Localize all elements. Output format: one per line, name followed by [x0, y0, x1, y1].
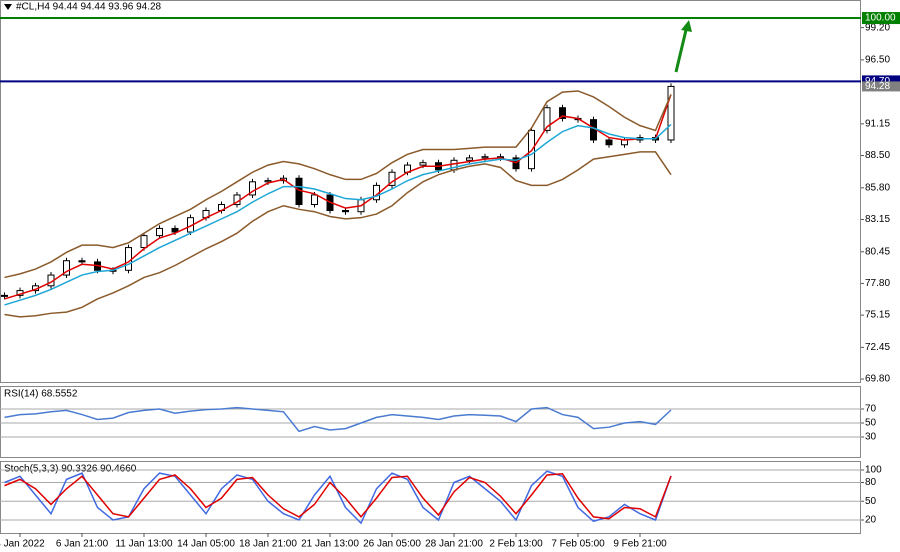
y-tick-label: 50	[865, 418, 877, 429]
y-tick-label: 77.80	[865, 278, 890, 289]
x-tick-label: 26 Jan 05:00	[363, 539, 421, 550]
x-tick-label: 2 Feb 13:00	[489, 539, 543, 550]
x-tick-label: 7 Feb 05:00	[551, 539, 605, 550]
panel-title: Stoch(5,3,3) 90.3326 90.4660	[4, 464, 137, 475]
main-panel	[0, 0, 861, 383]
y-tick-label: 96.50	[865, 55, 890, 66]
last-price-label: 94.28	[865, 81, 890, 92]
y-tick-label: 69.80	[865, 374, 890, 385]
stoch-panel	[0, 461, 861, 534]
candle	[156, 227, 163, 237]
candle	[264, 180, 272, 183]
x-tick-label: 14 Jan 05:00	[177, 539, 235, 550]
indicator-line	[4, 472, 672, 520]
y-tick-label: 70	[865, 404, 877, 415]
y-tick-label: 85.80	[865, 182, 890, 193]
y-tick-label: 80.45	[865, 246, 890, 257]
indicator-line	[4, 470, 672, 525]
y-tick-label: 72.45	[865, 342, 890, 353]
y-tick-label: 100	[865, 465, 882, 476]
panel-title: #CL,H4 94.44 94.44 93.96 94.28	[16, 2, 162, 13]
y-tick-label: 20	[865, 515, 877, 526]
candle	[559, 107, 566, 119]
x-tick-label: 21 Jan 13:00	[301, 539, 359, 550]
indicator-line	[4, 123, 672, 306]
indicator-line	[4, 406, 672, 433]
y-tick-label: 88.50	[865, 150, 890, 161]
candle	[311, 194, 318, 206]
level-label-box	[862, 12, 900, 25]
y-tick-label: 75.15	[865, 310, 890, 321]
y-tick-label: 30	[865, 432, 877, 443]
rsi-panel	[0, 386, 861, 458]
y-tick-label: 83.15	[865, 214, 890, 225]
candle	[388, 171, 396, 186]
candle	[125, 247, 132, 271]
panel-title: RSI(14) 68.5552	[4, 389, 78, 400]
candle	[605, 139, 613, 146]
menu-triangle	[4, 4, 12, 10]
indicator-line	[4, 151, 672, 318]
indicator-line	[4, 94, 672, 300]
candle	[63, 260, 70, 276]
level-label: 100.00	[865, 13, 896, 24]
x-tick-label: 28 Jan 21:00	[425, 539, 483, 550]
candle	[667, 85, 675, 141]
last-price-box	[862, 81, 900, 92]
candle	[171, 227, 179, 233]
candle	[466, 157, 473, 161]
y-tick-label: 80	[865, 477, 877, 488]
y-tick-label: 50	[865, 496, 877, 507]
candle	[481, 156, 489, 159]
candle	[1, 294, 8, 297]
candle	[342, 210, 349, 213]
x-tick-label: 4 Jan 2022	[0, 539, 45, 550]
x-tick-label: 11 Jan 13:00	[115, 539, 173, 550]
indicator-line	[4, 90, 672, 279]
candle	[543, 107, 551, 131]
candle	[419, 162, 427, 166]
x-tick-label: 18 Jan 21:00	[239, 539, 297, 550]
arrow-head	[681, 20, 692, 32]
y-tick-label: 91.15	[865, 118, 890, 129]
arrow-shaft	[674, 29, 688, 73]
candle	[249, 181, 256, 196]
y-tick-label: 99.20	[865, 22, 890, 33]
candle	[140, 235, 148, 249]
x-tick-label: 6 Jan 21:00	[56, 539, 109, 550]
candle	[78, 260, 86, 263]
x-tick-label: 9 Feb 21:00	[613, 539, 667, 550]
